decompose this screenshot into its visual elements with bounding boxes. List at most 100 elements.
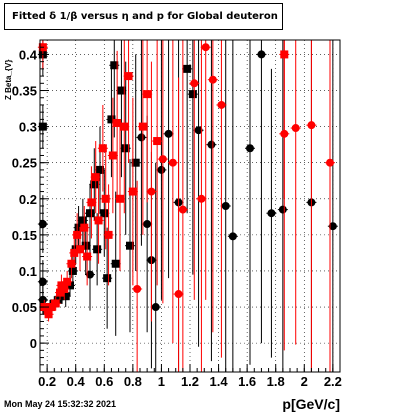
data-point (60, 285, 69, 293)
data-point (257, 50, 266, 59)
data-point (208, 75, 217, 84)
data-point (138, 122, 147, 131)
y-tick-label: 0.3 (19, 120, 37, 135)
data-point (228, 232, 237, 241)
data-point (87, 198, 96, 207)
data-point (108, 151, 117, 160)
data-point (73, 230, 82, 239)
x-tick-label: 1.2 (181, 374, 199, 389)
data-point (80, 223, 89, 232)
data-point (326, 158, 334, 167)
x-tick-label: 1.8 (267, 374, 285, 389)
data-point (190, 79, 199, 88)
data-point (101, 194, 110, 203)
data-point (143, 220, 152, 229)
data-point (137, 133, 146, 142)
data-point (86, 209, 94, 218)
data-point (70, 248, 79, 257)
data-point (93, 245, 102, 254)
data-point (143, 90, 152, 99)
data-point (164, 129, 173, 138)
data-point (61, 292, 70, 301)
data-point (280, 129, 289, 138)
data-point (178, 205, 187, 214)
data-point (147, 187, 156, 196)
data-point (246, 144, 254, 153)
data-point (113, 119, 122, 127)
data-point (120, 122, 129, 131)
y-tick-label: 0.25 (12, 156, 37, 171)
data-point (291, 124, 300, 133)
series-0 (37, 40, 338, 372)
data-point (217, 100, 226, 109)
data-point (100, 209, 109, 218)
y-tick-label: 0 (30, 336, 37, 351)
data-point (131, 158, 140, 167)
data-point (197, 194, 206, 203)
data-point (153, 137, 162, 146)
data-point (124, 72, 133, 81)
data-point (56, 288, 64, 297)
data-point (68, 266, 77, 275)
chart-title: Fitted δ 1/β versus η and p for Global d… (4, 3, 283, 30)
data-point (78, 216, 87, 225)
x-tick-label: 1 (158, 374, 165, 389)
y-tick-label: 0.35 (12, 84, 37, 99)
data-point (51, 299, 60, 308)
data-point (103, 274, 112, 283)
timestamp: Mon May 24 15:32:32 2021 (4, 399, 117, 409)
data-point (207, 140, 216, 149)
data-point (116, 194, 124, 203)
data-point (157, 165, 166, 174)
y-tick-label: 0.4 (19, 47, 38, 62)
data-point (121, 144, 130, 153)
y-tick-label: 0.15 (12, 228, 37, 243)
data-point (221, 202, 230, 210)
data-point (128, 187, 137, 196)
data-point (38, 220, 47, 229)
x-tick-label: 0.4 (67, 374, 86, 389)
data-point (168, 158, 177, 167)
data-point (183, 64, 192, 73)
data-point (117, 86, 126, 95)
data-point (110, 61, 119, 70)
y-tick-label: 0.1 (19, 264, 37, 279)
x-tick-label: 0.8 (124, 374, 142, 389)
data-point (104, 230, 113, 239)
data-point (188, 90, 197, 99)
data-point (267, 209, 276, 218)
x-tick-label: 2.2 (324, 374, 342, 389)
plot-frame (39, 39, 341, 373)
x-tick-label: 1.4 (210, 374, 229, 389)
x-tick-label: 2 (301, 374, 308, 389)
data-point (90, 180, 99, 189)
data-point (83, 252, 92, 261)
data-point (81, 241, 90, 250)
x-axis-label: p[GeV/c] (282, 396, 340, 412)
data-point (38, 277, 47, 286)
data-point (47, 303, 56, 312)
data-point (158, 155, 167, 164)
data-point (133, 285, 142, 293)
data-point (328, 222, 337, 231)
grid-lines (40, 40, 340, 372)
data-point (76, 245, 84, 254)
data-point (151, 303, 160, 312)
chart-axes: 0.2 0.4 0.6 0.8 1 1.2 1.4 1.6 1.8 2 2.2 0 0.05 0.1 0.1… (12, 46, 342, 389)
data-point (194, 126, 203, 135)
data-point (67, 259, 76, 268)
data-point (278, 205, 287, 214)
data-point (96, 165, 104, 174)
data-point (91, 173, 100, 182)
data-point (201, 43, 210, 52)
x-tick-label: 0.2 (38, 374, 56, 389)
data-point (63, 277, 72, 286)
x-tick-label: 1.6 (238, 374, 256, 389)
data-point (74, 223, 83, 232)
chart-series (37, 40, 338, 372)
data-point (111, 259, 120, 268)
y-tick-label: 0.05 (12, 300, 37, 315)
series-1 (37, 40, 335, 372)
x-tick-label: 0.6 (95, 374, 113, 389)
